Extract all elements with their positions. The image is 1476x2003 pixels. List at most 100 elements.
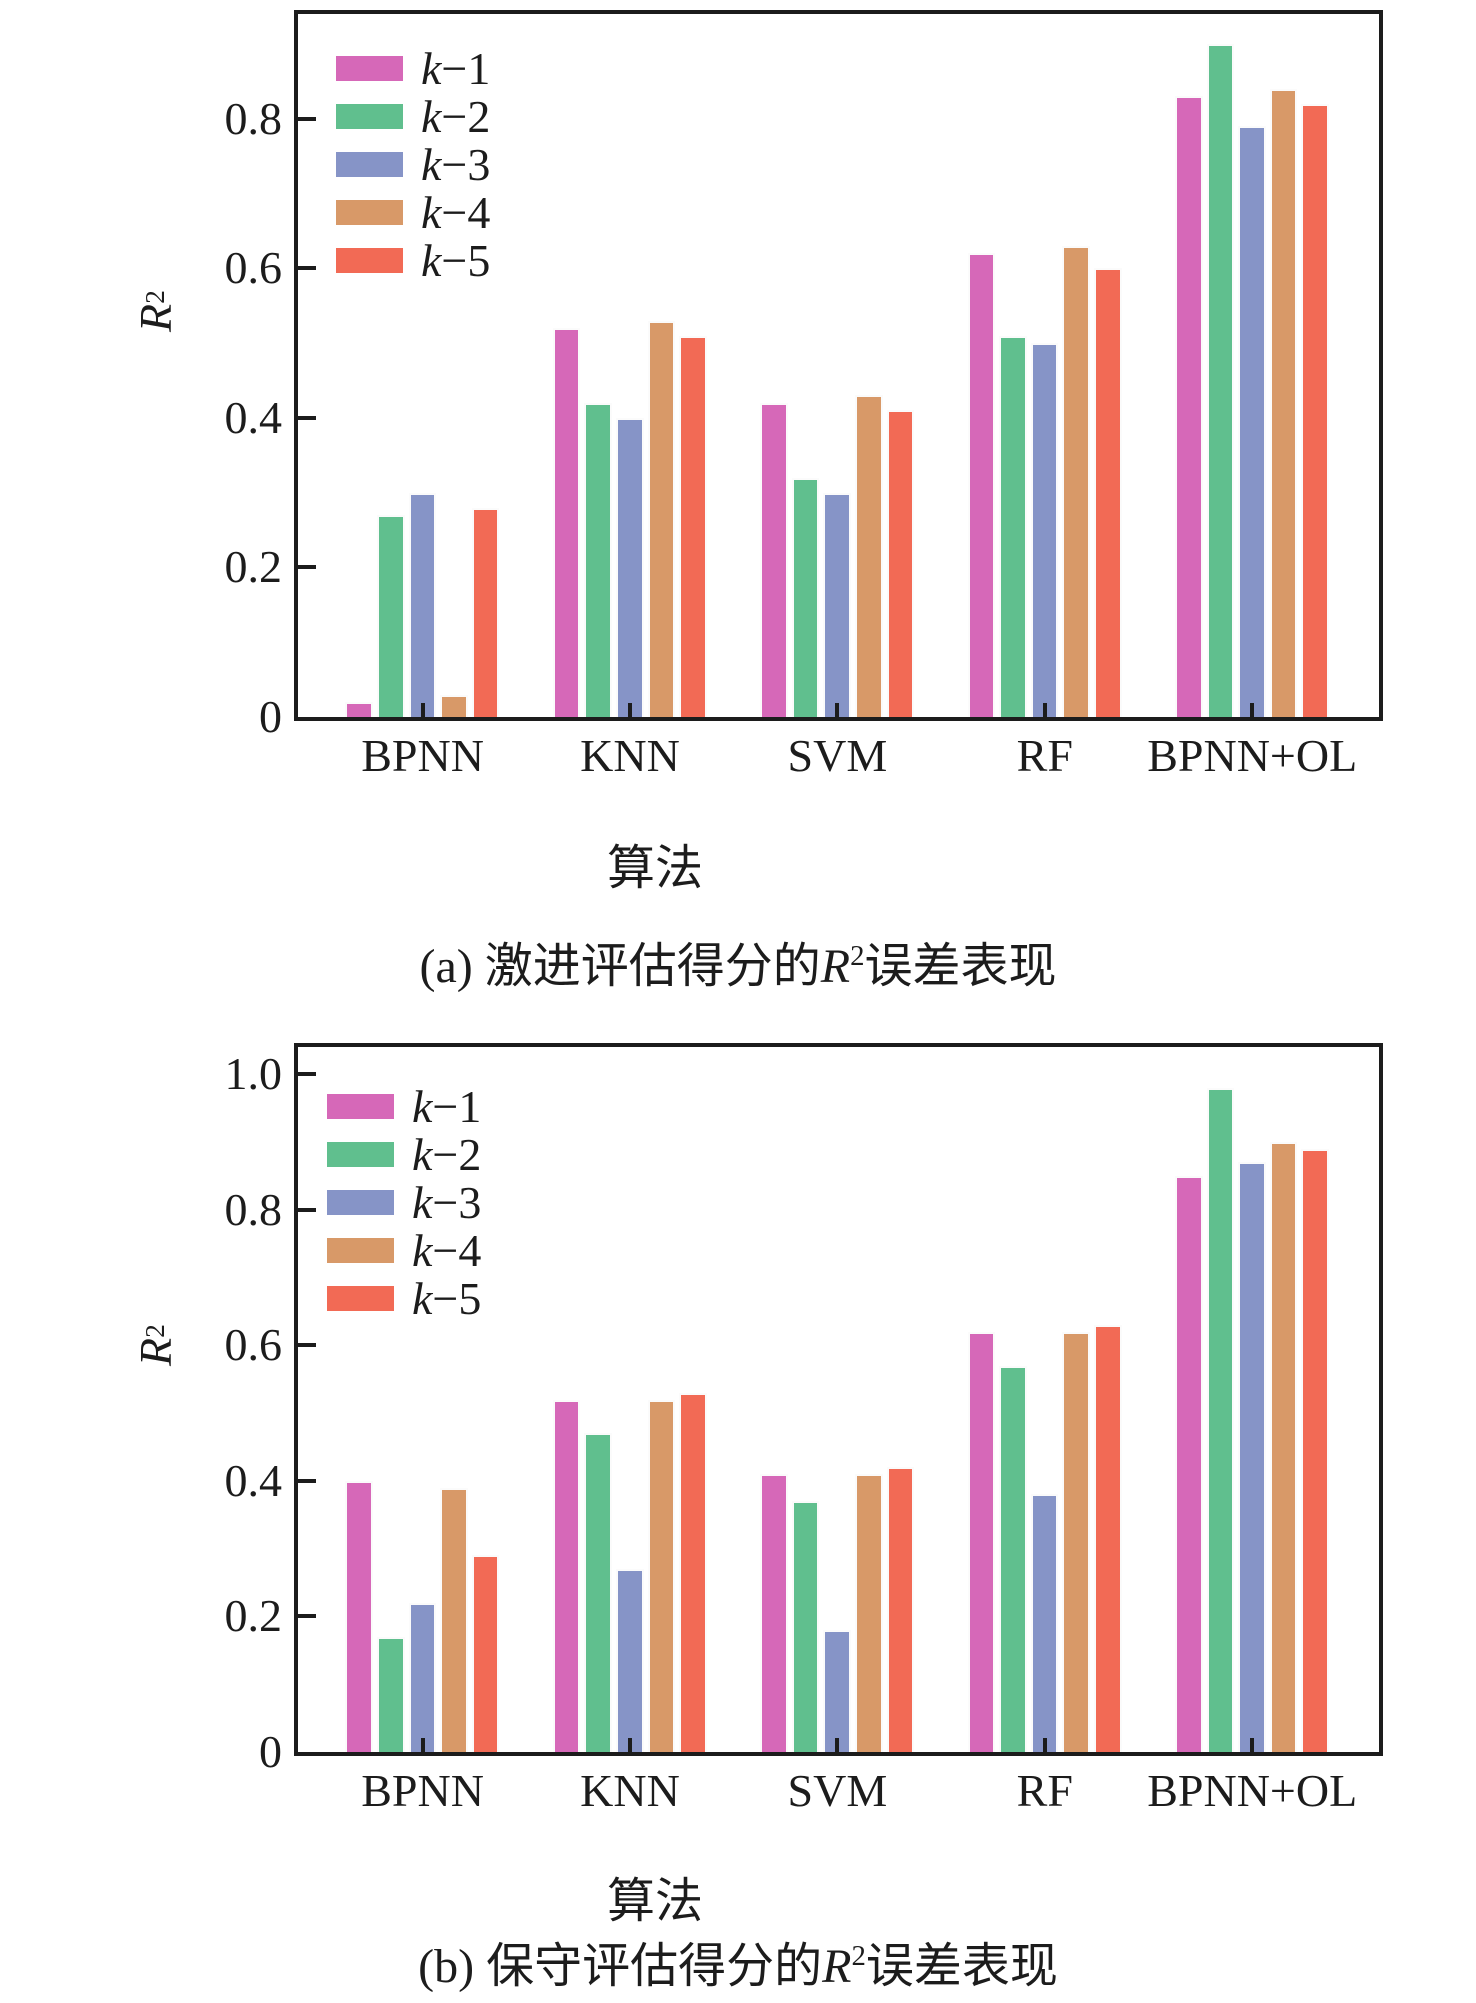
legend-swatch [336,152,403,177]
legend-series-letter: k [421,42,442,94]
x-tick [628,703,632,717]
legend-series-suffix: −2 [432,1128,482,1180]
legend-swatch [327,1238,394,1263]
legend-item: k−4 [336,189,490,235]
y-tick-label: 0.8 [224,1183,283,1235]
bar-RF-k−5 [1094,268,1122,717]
bar-RF-k−2 [999,1365,1027,1752]
legend-item: k−2 [327,1131,481,1177]
legend-item: k−4 [327,1227,481,1273]
bar-KNN-k−5 [679,1392,707,1752]
bar-KNN-k−1 [552,1399,581,1752]
bar-BPNN+OL-k−2 [1206,43,1235,717]
y-tick-label: 0 [259,1726,282,1777]
y-tick [298,116,316,121]
y-tick-label: 0.8 [224,92,283,144]
bar-SVM-k−5 [886,1467,915,1752]
legend-series-suffix: −5 [432,1272,482,1324]
legend-series-letter: k [412,1128,433,1180]
legend-swatch [327,1190,394,1215]
chart-b-ylabel-letter: R [129,1337,181,1366]
legend-swatch [327,1142,394,1167]
y-tick [298,1478,316,1483]
bar-BPNN+OL-k−2 [1206,1087,1235,1752]
legend-item: k−5 [327,1275,481,1321]
y-tick-label: 1.0 [224,1048,283,1100]
chart-b-caption-r: R [822,1940,852,1993]
legend-item: k−5 [336,237,490,283]
legend-label: k−1 [412,1080,482,1132]
chart-a-x-axis-label: 算法 [606,842,703,895]
x-tick [1042,1738,1047,1752]
x-category-label: KNN [580,1765,680,1816]
bar-BPNN+OL-k−3 [1238,1162,1266,1752]
bar-KNN-k−3 [616,1569,644,1752]
legend-series-letter: k [412,1272,433,1324]
bar-BPNN-k−2 [377,1636,405,1752]
chart-b-caption-suffix: 误差表现 [865,1940,1058,1993]
x-category-label: BPNN+OL [1147,730,1358,781]
x-tick [1042,703,1047,717]
legend-item: k−1 [327,1083,481,1129]
bar-KNN-k−2 [584,402,612,717]
legend-series-suffix: −2 [441,90,491,142]
legend-label: k−5 [421,237,490,284]
legend-series-letter: k [421,138,442,190]
bar-RF-k−4 [1062,245,1090,717]
x-tick [1250,703,1255,717]
legend-item: k−3 [336,141,490,187]
x-category-label: RF [1016,1765,1073,1816]
y-tick-label: 0.2 [224,541,283,593]
bar-BPNN-k−3 [408,1602,437,1752]
legend-label: k−2 [421,90,491,142]
legend-series-letter: k [421,186,442,238]
bar-SVM-k−4 [855,1474,883,1752]
x-tick [628,1738,632,1752]
x-category-label: BPNN [361,1765,484,1816]
bar-BPNN-k−5 [471,507,500,717]
chart-a-plot: 0 0.2 0.4 0.6 0.8 BPNN KNN SVM RF BPNN+OL k−1 k−2 k−… [225,10,1383,779]
bar-RF-k−1 [967,1331,996,1752]
chart-a-caption-suffix: 误差表现 [864,940,1057,993]
chart-a-caption-exponent: 2 [850,940,865,972]
legend-series-suffix: −3 [432,1176,482,1228]
y-tick-label: 0.2 [224,1590,283,1642]
legend-series-letter: k [421,90,442,142]
bar-RF-k−2 [999,335,1027,717]
legend-label: k−2 [412,1128,482,1180]
y-tick-label: 0 [259,691,282,742]
legend-item: k−2 [336,93,490,139]
y-tick [298,1343,316,1348]
chart-b-caption: (b) 保守评估得分的R2误差表现 [338,1942,1138,1992]
chart-b-x-axis-label: 算法 [606,1875,703,1928]
bar-RF-k−3 [1030,1494,1059,1752]
x-tick [835,703,840,717]
legend-series-letter: k [412,1224,433,1276]
legend: k−1 k−2 k−3 k−4 k−5 [336,45,490,283]
bar-RF-k−5 [1094,1324,1122,1752]
legend-swatch [327,1094,394,1119]
x-tick [1250,1738,1255,1752]
y-tick [298,1207,316,1212]
legend-series-suffix: −1 [441,42,491,94]
bar-BPNN-k−1 [345,1480,373,1752]
bar-BPNN-k−4 [440,694,468,717]
x-tick [420,1738,425,1752]
y-tick [298,565,316,570]
bar-SVM-k−4 [855,395,883,717]
bar-RF-k−4 [1062,1331,1090,1752]
x-tick [420,703,425,717]
bar-BPNN-k−5 [471,1555,500,1752]
y-tick [298,1072,316,1077]
legend: k−1 k−2 k−3 k−4 k−5 [327,1083,482,1321]
x-category-label: BPNN [361,730,484,781]
legend-series-suffix: −1 [432,1080,482,1132]
bar-BPNN-k−4 [440,1487,468,1752]
legend-series-suffix: −4 [441,186,491,238]
legend-label: k−4 [412,1224,481,1276]
legend-swatch [336,104,403,129]
y-tick [298,266,316,271]
bar-BPNN+OL-k−3 [1238,126,1266,717]
legend-swatch [336,248,403,273]
